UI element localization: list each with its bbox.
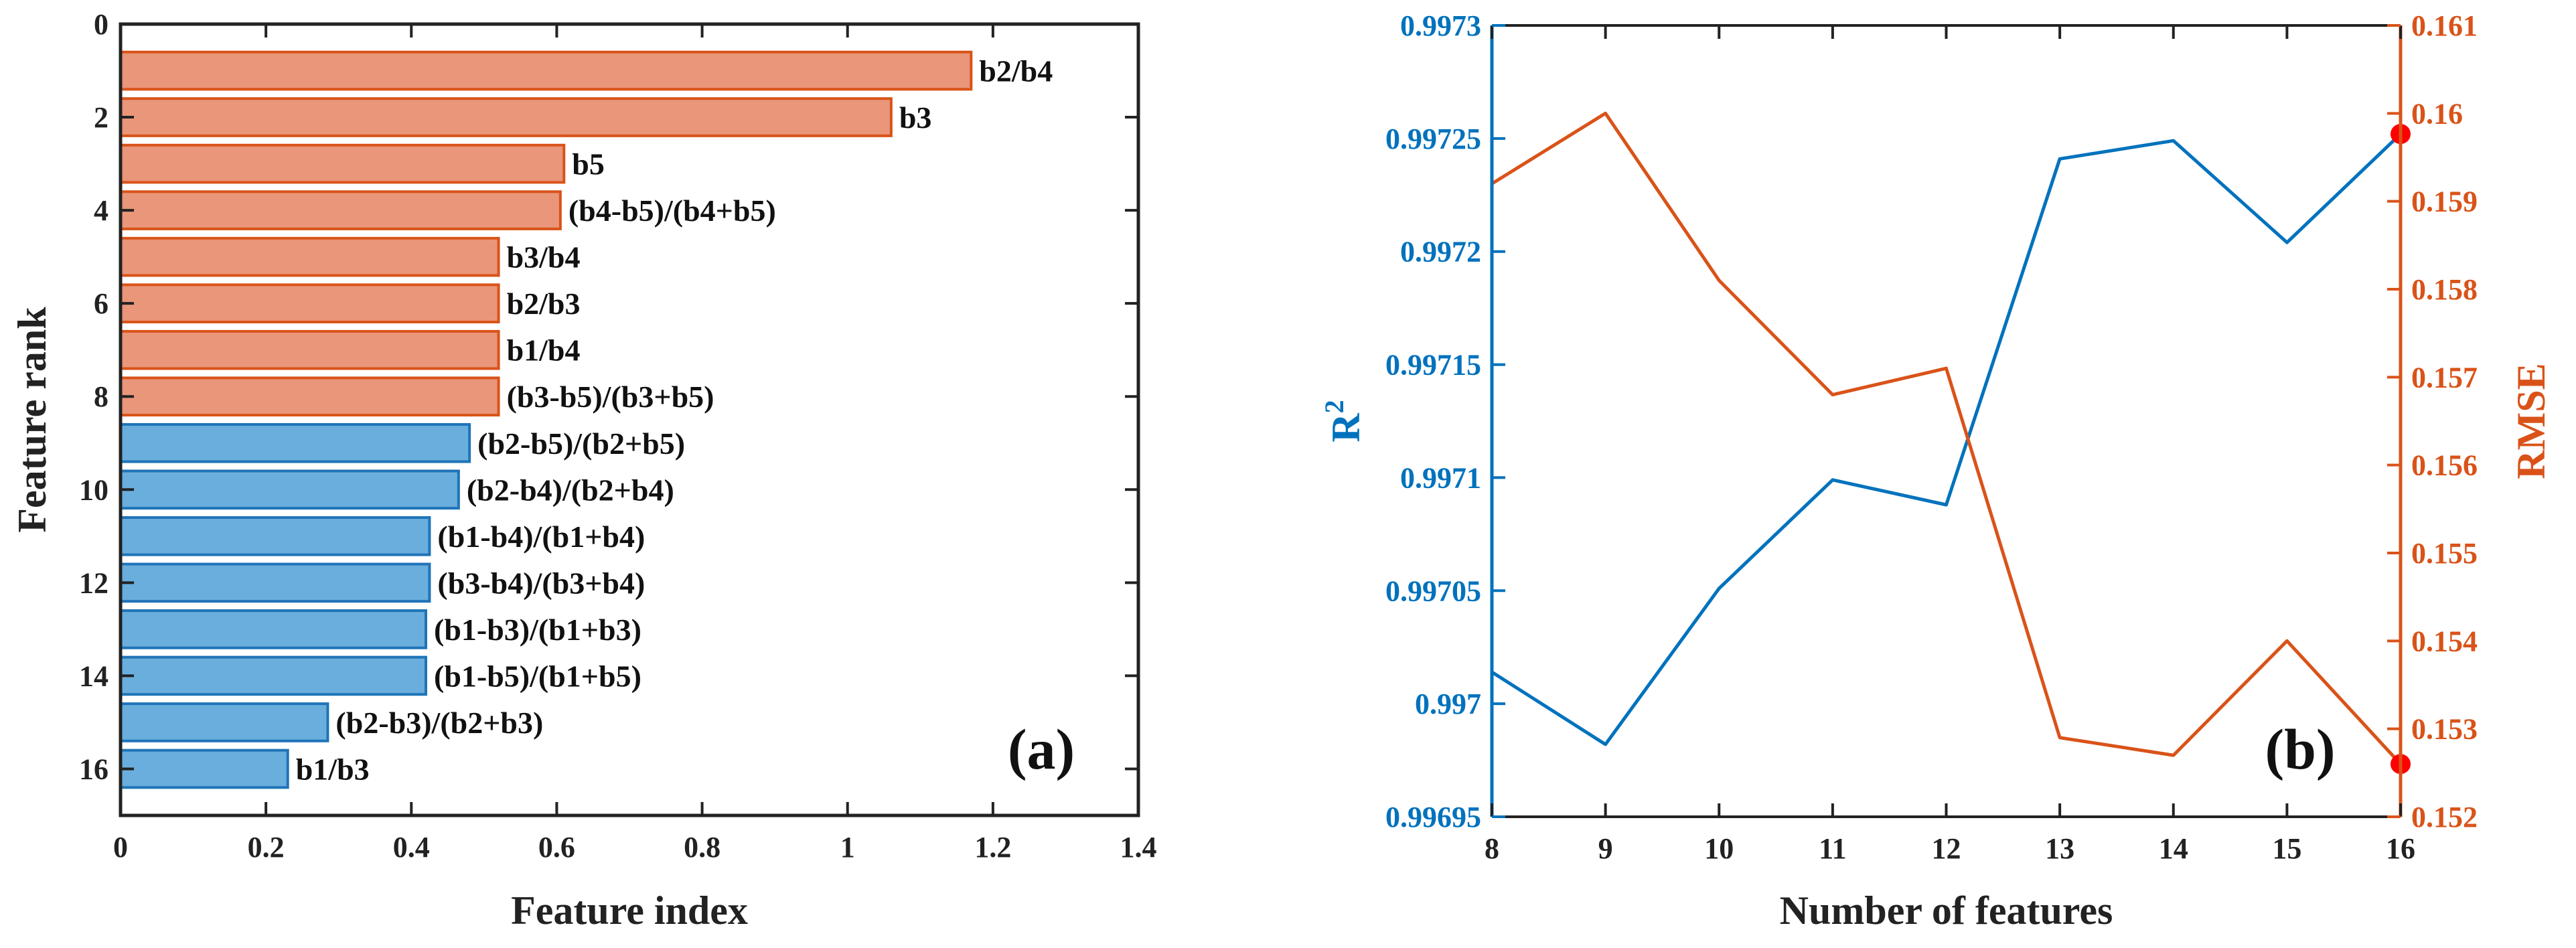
- bar: [119, 329, 500, 370]
- x-tick-label: 9: [1598, 832, 1613, 865]
- bar-label: (b2-b4)/(b2+b4): [467, 473, 674, 507]
- bar-label: (b1-b3)/(b1+b3): [434, 613, 641, 647]
- left-y-axis-title-superscript: 2: [1319, 400, 1349, 413]
- right-y-tick-label: 0.159: [2411, 185, 2478, 218]
- bar: [119, 376, 500, 417]
- right-y-tick-label: 0.161: [2411, 9, 2478, 42]
- bar-label: (b3-b5)/(b3+b5): [507, 380, 714, 414]
- y-tick-label: 2: [94, 101, 108, 134]
- bar-label: b5: [572, 147, 605, 181]
- x-tick-label: 13: [2045, 832, 2074, 865]
- panel-a-bar-chart: b2/b4 b3 b5 (b4-b5)/(b4+b5) b3/b4 b2/b3 b1/b4 (…: [10, 8, 1157, 933]
- bar: [119, 702, 329, 742]
- right-y-tick-label: 0.158: [2411, 273, 2478, 306]
- bar: [119, 50, 973, 91]
- bar: [119, 422, 471, 463]
- panel-label-b: (b): [2265, 717, 2335, 781]
- panel-label-a: (a): [1008, 717, 1075, 781]
- left-y-tick-label: 0.9971: [1400, 461, 1481, 494]
- axes-frame-a: [119, 22, 1140, 817]
- y-tick-label: 6: [94, 287, 108, 320]
- bar: [119, 748, 289, 789]
- bar: [119, 609, 427, 649]
- left-y-axis-title-b: R2: [1319, 400, 1368, 442]
- y-tick-label: 14: [79, 659, 108, 692]
- left-y-tick-label: 0.9972: [1400, 236, 1481, 268]
- bar: [119, 469, 460, 510]
- left-y-tick-group-b: 0.99695 0.997 0.99705 0.9971 0.99715 0.9972 0.…: [1385, 9, 1505, 834]
- x-tick-label: 0.8: [684, 831, 721, 864]
- y-tick-label: 12: [79, 566, 108, 599]
- bar-label-group: b2/b4 b3 b5 (b4-b5)/(b4+b5) b3/b4 b2/b3 b1/b4 (…: [296, 54, 1053, 787]
- bar-label: (b2-b5)/(b2+b5): [477, 426, 685, 461]
- left-y-tick-label: 0.99715: [1385, 349, 1481, 382]
- bar: [119, 283, 500, 323]
- bar-label: (b4-b5)/(b4+b5): [569, 193, 776, 228]
- bar-label: (b2-b3)/(b2+b3): [335, 706, 543, 740]
- bar-group: [119, 50, 973, 789]
- right-y-tick-label: 0.153: [2411, 713, 2478, 746]
- x-tick-label: 12: [1932, 832, 1961, 865]
- x-tick-label: 8: [1485, 832, 1499, 865]
- y-tick-label: 16: [79, 753, 108, 785]
- y-axis-title-a: Feature rank: [10, 307, 54, 533]
- left-y-tick-label: 0.99705: [1385, 574, 1481, 607]
- x-axis-title-b: Number of features: [1780, 888, 2113, 933]
- right-y-tick-label: 0.157: [2411, 361, 2478, 394]
- bar: [119, 143, 566, 184]
- bar: [119, 655, 427, 696]
- series-line-rmse: [1491, 111, 2402, 765]
- left-y-tick-label: 0.997: [1415, 688, 1481, 720]
- right-y-axis-title-b: RMSE: [2509, 363, 2553, 479]
- bar-label: b1/b3: [296, 752, 370, 786]
- x-tick-label: 1: [840, 831, 855, 864]
- left-y-tick-label: 0.99695: [1385, 801, 1481, 834]
- bar-label: b3: [899, 100, 932, 135]
- bar-label: (b3-b4)/(b3+b4): [437, 566, 645, 600]
- bar: [119, 562, 431, 603]
- x-tick-label: 0.4: [393, 831, 430, 864]
- x-tick-label: 16: [2386, 832, 2415, 865]
- bar-label: (b1-b5)/(b1+b5): [434, 659, 641, 693]
- left-y-tick-label: 0.9973: [1400, 9, 1481, 42]
- panel-b-line-chart: 8 9 10 11 12 13 14 15 16 0.996950.9970.997050.99…: [1319, 9, 2553, 933]
- right-y-tick-label: 0.155: [2411, 537, 2478, 570]
- y-tick-label: 8: [94, 380, 108, 413]
- series-line-r2: [1491, 133, 2402, 746]
- right-y-tick-group-b: 0.152 0.153 0.154 0.155 0.156 0.157 0.158 0.159…: [2387, 9, 2478, 834]
- y-tick-group-a: 0 2 4 6 8 10 12 14 16: [79, 8, 1138, 785]
- x-tick-label: 1.2: [974, 831, 1011, 864]
- x-tick-label: 10: [1704, 832, 1734, 865]
- right-y-tick-label: 0.16: [2411, 97, 2463, 130]
- right-y-tick-label: 0.154: [2411, 625, 2478, 657]
- bar-label: b2/b3: [507, 287, 581, 321]
- bar-label: b3/b4: [507, 240, 581, 274]
- x-tick-label: 14: [2159, 832, 2188, 865]
- left-y-tick-label: 0.99725: [1385, 123, 1481, 155]
- bar: [119, 516, 431, 556]
- bar: [119, 97, 893, 137]
- y-tick-label: 0: [94, 8, 108, 41]
- left-y-axis-title-base: R: [1324, 413, 1368, 443]
- bar-label: b2/b4: [979, 54, 1053, 88]
- y-tick-label: 4: [94, 194, 108, 227]
- bar: [119, 236, 500, 277]
- right-y-tick-label: 0.156: [2411, 449, 2478, 482]
- x-tick-label: 0.2: [248, 831, 285, 864]
- x-tick-label: 11: [1819, 832, 1847, 865]
- x-tick-label: 0: [113, 831, 128, 864]
- bar: [119, 190, 562, 230]
- y-tick-label: 10: [79, 473, 108, 506]
- x-axis-title-a: Feature index: [511, 888, 748, 933]
- x-tick-group-b: 8 9 10 11 12 13 14 15 16: [1485, 25, 2415, 865]
- series-group: [1491, 111, 2402, 765]
- bar-label: b1/b4: [507, 333, 581, 368]
- bar-label: (b1-b4)/(b1+b4): [437, 520, 645, 554]
- x-tick-label: 0.6: [538, 831, 575, 864]
- x-tick-group-a: 0 0.2 0.4 0.6 0.8 1 1.2 1.4: [113, 24, 1157, 864]
- right-y-tick-label: 0.152: [2411, 801, 2478, 834]
- x-tick-label: 1.4: [1120, 831, 1157, 864]
- x-tick-label: 15: [2272, 832, 2301, 865]
